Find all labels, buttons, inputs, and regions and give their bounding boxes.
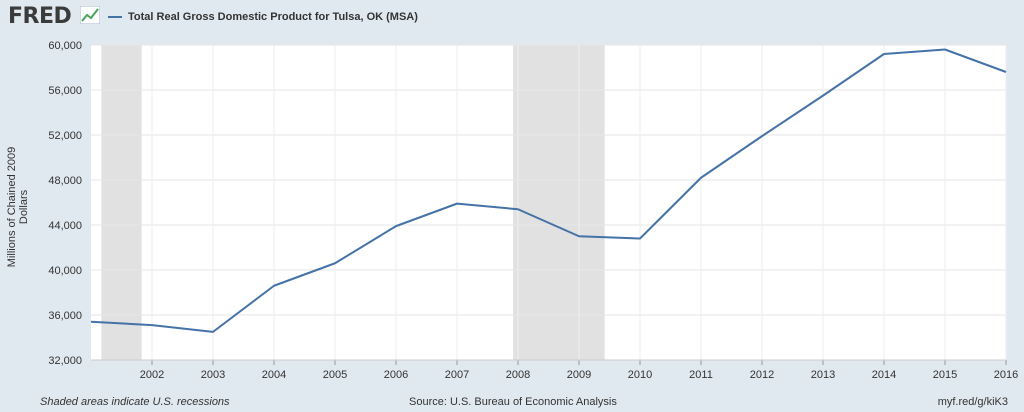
recession-shading xyxy=(101,45,605,360)
source-text: Source: U.S. Bureau of Economic Analysis xyxy=(409,396,617,408)
x-tick-label: 2013 xyxy=(811,369,835,381)
series-line xyxy=(90,48,1007,333)
x-tick-label: 2002 xyxy=(140,369,164,381)
chart-footer: Shaded areas indicate U.S. recessions So… xyxy=(0,394,1024,410)
y-tick-label: 44,000 xyxy=(48,220,82,232)
x-tick-label: 2007 xyxy=(445,369,469,381)
x-tick-label: 2010 xyxy=(628,369,652,381)
y-tick-label: 48,000 xyxy=(48,175,82,187)
x-tick-label: 2014 xyxy=(872,369,896,381)
x-tick-label: 2004 xyxy=(262,369,286,381)
recession-band xyxy=(513,45,605,360)
y-tick-label: 40,000 xyxy=(48,265,82,277)
y-tick-label: 36,000 xyxy=(48,310,82,322)
recession-band xyxy=(101,45,142,360)
x-axis-ticks: 2002 2003 2004 2005 2006 2007 2008 2009 2010 2011… xyxy=(91,359,1018,381)
chart-title: Total Real Gross Domestic Product for Tu… xyxy=(128,11,418,23)
y-tick-label: 52,000 xyxy=(48,130,82,142)
recession-note: Shaded areas indicate U.S. recessions xyxy=(40,396,230,408)
y-tick-label: 60,000 xyxy=(48,40,82,52)
y-axis-ticks: 32,000 36,000 40,000 44,000 48,000 52,000 56,0… xyxy=(48,40,82,367)
legend-swatch xyxy=(108,16,122,18)
x-tick-label: 2012 xyxy=(750,369,774,381)
short-url-link[interactable]: myf.red/g/kiK3 xyxy=(937,396,1008,408)
y-tick-label: 56,000 xyxy=(48,85,82,97)
x-tick-label: 2006 xyxy=(384,369,408,381)
y-tick-label: 32,000 xyxy=(48,355,82,367)
series-layer xyxy=(90,48,1007,333)
x-tick-label: 2011 xyxy=(689,369,713,381)
x-tick-label: 2016 xyxy=(994,369,1018,381)
x-tick-label: 2005 xyxy=(323,369,347,381)
x-tick-label: 2009 xyxy=(567,369,591,381)
fred-graph-icon xyxy=(80,6,100,24)
x-tick-label: 2008 xyxy=(506,369,530,381)
chart-header: FRED Total Real Gross Domestic Product f… xyxy=(0,0,1024,36)
line-chart: 32,000 36,000 40,000 44,000 48,000 52,000 56,0… xyxy=(48,40,1018,381)
x-tick-label: 2003 xyxy=(201,369,225,381)
fred-logo[interactable]: FRED xyxy=(8,4,72,29)
chart-legend: Total Real Gross Domestic Product for Tu… xyxy=(108,9,418,25)
x-tick-label: 2015 xyxy=(933,369,957,381)
